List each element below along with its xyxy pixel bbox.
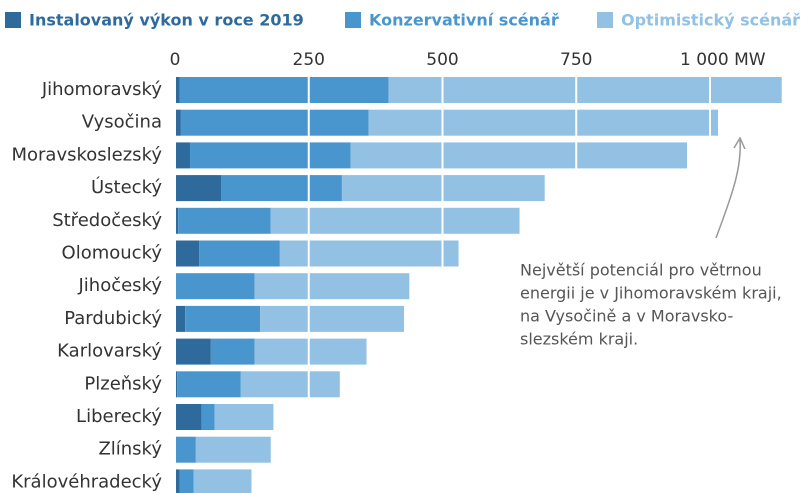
category-label: Jihomoravský (41, 79, 163, 100)
x-tick-label: 0 (170, 50, 181, 70)
bar (179, 77, 389, 103)
legend-swatch (5, 12, 21, 28)
bar (260, 305, 404, 332)
bar (350, 142, 687, 169)
category-label: Středočeský (52, 210, 162, 231)
x-tick-label: 750 (560, 50, 592, 70)
category-label: Olomoucký (62, 243, 163, 264)
annotation-arrowhead (733, 136, 746, 150)
category-label: Zlínský (98, 439, 162, 460)
bar (199, 240, 280, 267)
bar (175, 207, 179, 234)
annotation-arrow (715, 139, 741, 239)
category-label: Královéhradecký (11, 471, 162, 492)
legend-label: Optimistický scénář (621, 11, 800, 30)
bar (175, 338, 211, 365)
legend-label: Instalovaný výkon v roce 2019 (29, 11, 304, 30)
bar (175, 469, 180, 493)
annotation-text: slezském kraji. (520, 330, 638, 349)
bar (270, 207, 520, 234)
bar (175, 77, 180, 103)
bar (240, 371, 340, 398)
bar (179, 469, 194, 493)
x-tick-label: 1 000 MW (680, 50, 766, 70)
bar (175, 240, 200, 267)
category-label: Liberecký (76, 406, 162, 427)
x-tick-label: 250 (293, 50, 325, 70)
annotation-text: energii je v Jihomoravském kraji, (520, 284, 782, 303)
bar (175, 305, 186, 332)
annotation-text: na Vysočině a v Moravsko- (520, 307, 733, 326)
bar (279, 240, 459, 267)
category-label: Jihočeský (77, 275, 162, 296)
bar (175, 109, 181, 136)
bar (180, 109, 369, 136)
bar (254, 273, 410, 300)
bar (175, 436, 196, 463)
bar (368, 109, 719, 136)
category-label: Ústecký (91, 176, 162, 198)
bar (175, 371, 178, 398)
bar (201, 404, 215, 430)
bar (178, 207, 271, 234)
bar (193, 469, 252, 493)
legend-swatch (345, 12, 361, 28)
category-label: Plzeňský (84, 373, 162, 394)
bar (175, 142, 190, 169)
bar (210, 338, 255, 365)
bar (254, 338, 367, 365)
category-label: Karlovarský (57, 341, 162, 362)
category-label: Vysočina (82, 112, 162, 133)
bar (221, 175, 342, 202)
category-label: Pardubický (64, 308, 162, 329)
bar (195, 436, 271, 463)
bar (388, 77, 782, 103)
bar (175, 175, 222, 202)
bar (185, 305, 261, 332)
bar (175, 273, 255, 300)
x-tick-label: 500 (426, 50, 458, 70)
bar (175, 404, 202, 430)
annotation-text: Největší potenciál pro větrnou (520, 261, 762, 280)
bar (214, 404, 274, 430)
bar (189, 142, 351, 169)
category-label: Moravskoslezský (11, 144, 162, 165)
legend-label: Konzervativní scénář (369, 11, 559, 30)
bar (177, 371, 241, 398)
legend-swatch (597, 12, 613, 28)
